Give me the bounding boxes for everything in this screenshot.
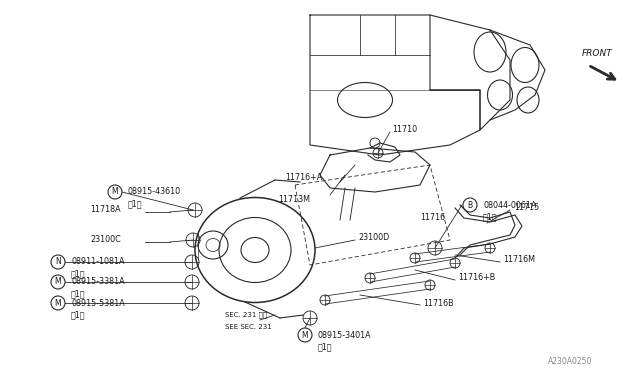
Text: 23100C: 23100C bbox=[90, 235, 121, 244]
Text: N: N bbox=[55, 257, 61, 266]
Text: 23100D: 23100D bbox=[358, 234, 389, 243]
Text: M: M bbox=[54, 298, 61, 308]
Text: 〈1〉: 〈1〉 bbox=[71, 269, 86, 279]
Text: 〈1〉: 〈1〉 bbox=[483, 212, 497, 221]
Text: 08915-43610: 08915-43610 bbox=[128, 187, 181, 196]
Text: 11716M: 11716M bbox=[503, 256, 535, 264]
Text: 11715: 11715 bbox=[514, 203, 540, 212]
Text: 11718A: 11718A bbox=[90, 205, 120, 215]
Text: 11716: 11716 bbox=[420, 214, 445, 222]
Text: 〈1〉: 〈1〉 bbox=[128, 199, 143, 208]
Text: 11716+B: 11716+B bbox=[458, 273, 495, 282]
Text: 〈1〉: 〈1〉 bbox=[318, 343, 333, 352]
Text: M: M bbox=[301, 330, 308, 340]
Text: 11713M: 11713M bbox=[278, 196, 310, 205]
Text: 08911-1081A: 08911-1081A bbox=[71, 257, 125, 266]
Text: FRONT: FRONT bbox=[582, 49, 612, 58]
Text: 〈1〉: 〈1〉 bbox=[71, 289, 86, 298]
Text: 08915-3401A: 08915-3401A bbox=[318, 330, 372, 340]
Text: 〈1〉: 〈1〉 bbox=[71, 311, 86, 320]
Text: M: M bbox=[54, 278, 61, 286]
Text: A230A0250: A230A0250 bbox=[548, 357, 593, 366]
Text: SEE SEC. 231: SEE SEC. 231 bbox=[225, 324, 272, 330]
Text: 08915-5381A: 08915-5381A bbox=[71, 298, 125, 308]
Text: B: B bbox=[467, 201, 472, 209]
Text: 08915-3381A: 08915-3381A bbox=[71, 278, 125, 286]
Text: SEC. 231 参照: SEC. 231 参照 bbox=[225, 312, 267, 318]
Text: M: M bbox=[112, 187, 118, 196]
Text: 11716+A: 11716+A bbox=[285, 173, 323, 183]
Text: 11716B: 11716B bbox=[423, 298, 454, 308]
Text: 11710: 11710 bbox=[392, 125, 417, 135]
Text: 08044-0061A: 08044-0061A bbox=[483, 201, 536, 209]
